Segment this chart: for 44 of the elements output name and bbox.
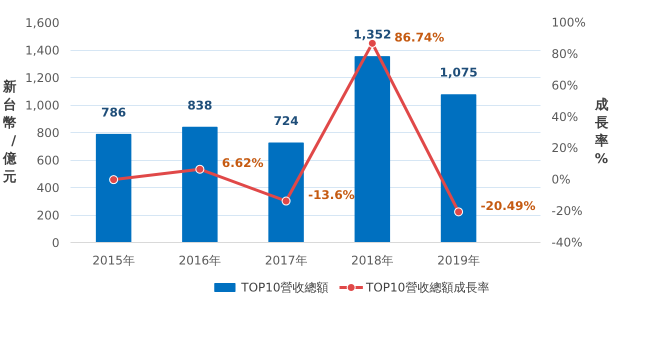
x-tick-label: 2017年: [264, 254, 308, 268]
data-label: -20.49%: [480, 198, 536, 213]
y2-tick-label: 60%: [552, 78, 578, 92]
data-label: 786: [101, 105, 126, 120]
point: [454, 207, 464, 216]
x-tick-label: 2018年: [351, 254, 394, 268]
point: [109, 175, 118, 184]
bar: [354, 56, 390, 242]
y2-tick-label: 20%: [552, 141, 578, 156]
data-label: 86.74%: [394, 30, 444, 44]
y-tick-label: 0: [52, 236, 60, 250]
data-label: 1,075: [440, 66, 478, 80]
data-label: 724: [274, 114, 299, 128]
y-tick-label: 1,000: [25, 98, 60, 112]
y2-tick-label: -40%: [552, 236, 583, 250]
data-label: 838: [187, 98, 212, 112]
x-tick-label: 2016年: [178, 254, 222, 268]
y2-tick-label: 0%: [552, 172, 571, 187]
y2-tick-label: 40%: [552, 110, 578, 124]
y-tick-label: 400: [36, 181, 60, 195]
data-label: 1,352: [353, 28, 392, 42]
bar: [268, 142, 304, 242]
data-label: 6.62%: [222, 156, 264, 170]
y2-axis-title: 成長率%: [594, 98, 608, 167]
bar: [96, 134, 132, 242]
legend-label: TOP10營收總額成長率: [365, 280, 490, 294]
point: [195, 164, 204, 174]
y-tick-label: 1,600: [25, 16, 60, 30]
bar: [440, 94, 476, 242]
y-tick-label: 800: [36, 126, 60, 140]
point: [282, 196, 291, 206]
y2-tick-label: -20%: [552, 204, 583, 218]
y-tick-label: 1,200: [25, 71, 60, 85]
y2-tick-label: 100%: [552, 16, 586, 30]
x-tick-label: 2019年: [437, 254, 480, 268]
legend-label: TOP10營收總額: [240, 280, 329, 294]
bar: [182, 126, 218, 242]
x-tick-label: 2015年: [92, 254, 135, 268]
y2-tick-label: 80%: [552, 46, 578, 61]
y-tick-label: 600: [36, 154, 60, 168]
y-axis-title: 新台幣/億元: [2, 79, 18, 185]
data-label: -13.6%: [308, 188, 355, 202]
y-tick-label: 1,400: [25, 44, 60, 58]
y-tick-label: 200: [36, 208, 60, 222]
